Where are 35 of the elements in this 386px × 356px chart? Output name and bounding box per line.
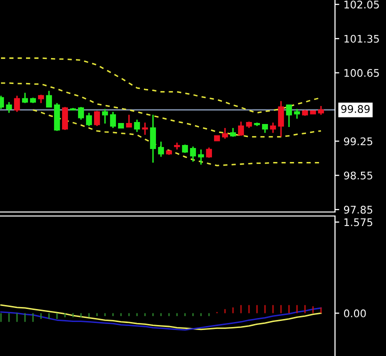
candlestick (270, 122, 276, 134)
candlestick (126, 114, 132, 128)
y-tick-label: 97.85 (344, 206, 372, 214)
y-tick-label: 98.55 (344, 172, 372, 180)
candlestick (134, 118, 140, 133)
candlestick (278, 100, 284, 138)
line-series (32, 109, 322, 166)
y-tick-label: 100.65 (344, 69, 379, 77)
ref-line-label: 99.89 (341, 105, 370, 113)
candlestick (238, 120, 244, 136)
candlestick (198, 148, 204, 166)
candlestick (222, 127, 228, 140)
y-tick-label: 0.00 (344, 309, 366, 318)
y-tick-label: 1.575 (344, 218, 372, 226)
candlestick (22, 92, 28, 104)
candlestick (286, 104, 292, 128)
candlestick (46, 90, 52, 108)
candlestick (94, 110, 100, 127)
line-series (0, 82, 322, 138)
candlestick (142, 122, 148, 136)
candlestick (206, 146, 212, 158)
candlestick (86, 112, 92, 127)
candlestick (78, 106, 84, 120)
candlestick (14, 95, 20, 113)
y-tick-label: 101.35 (344, 34, 379, 43)
candlestick (110, 111, 116, 129)
candlestick (294, 108, 300, 120)
y-tick-label: 102.05 (344, 0, 379, 8)
candlestick (158, 140, 164, 158)
y-tick-label: 99.25 (344, 137, 372, 146)
candlestick (102, 108, 108, 124)
candlestick (190, 146, 196, 162)
candlestick (6, 101, 12, 114)
candlestick (62, 106, 68, 131)
candlestick (150, 114, 156, 164)
